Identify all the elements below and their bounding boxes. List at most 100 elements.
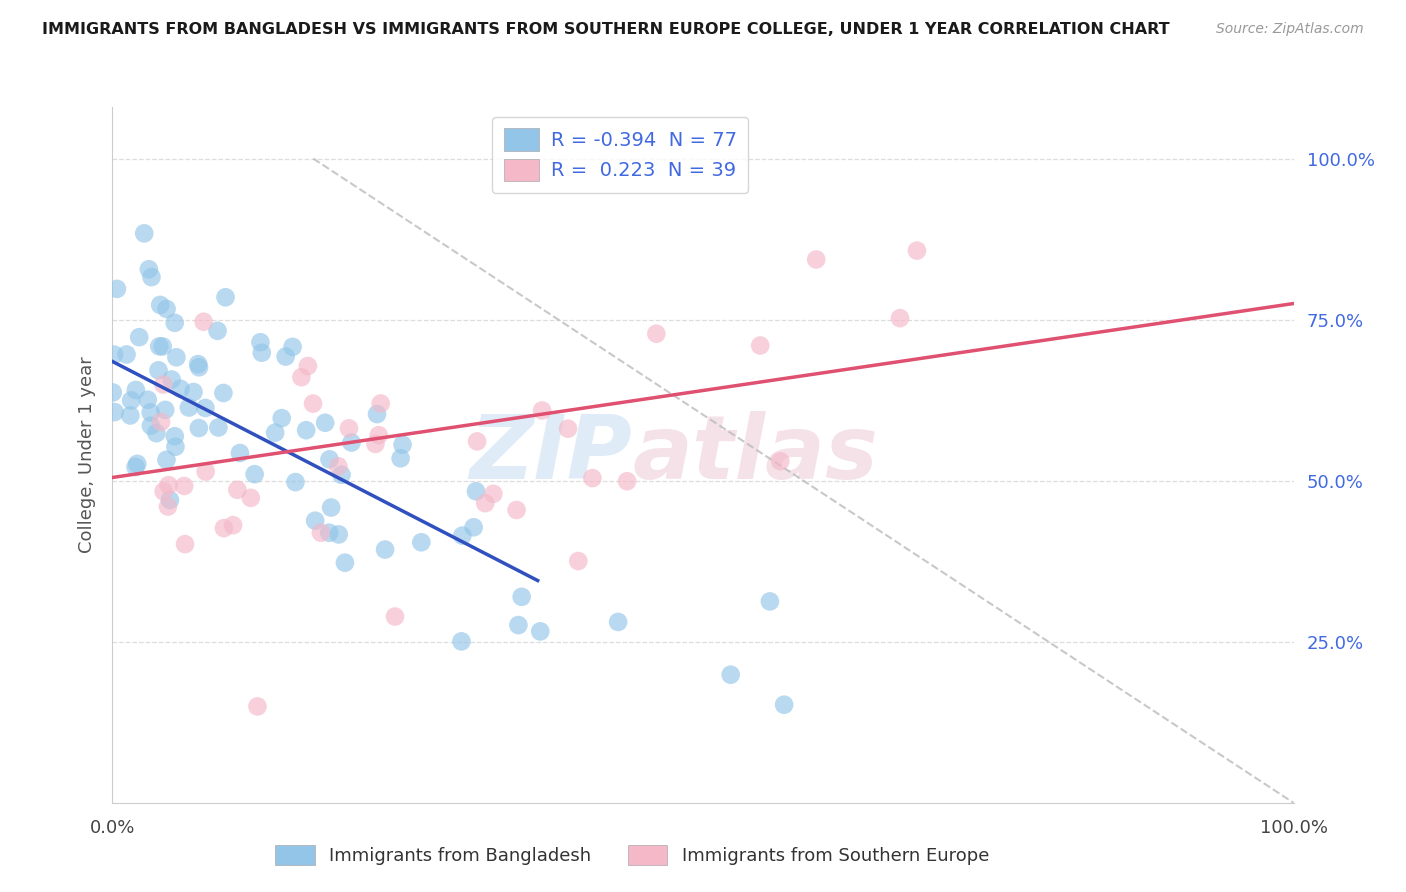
Point: [889, 311, 911, 326]
Point: [243, 467, 266, 482]
Point: [720, 667, 742, 681]
Point: [115, 347, 138, 361]
Point: [333, 556, 356, 570]
Point: [281, 340, 304, 354]
Point: [152, 484, 174, 499]
Point: [163, 429, 186, 443]
Point: [104, 405, 127, 419]
Point: [529, 624, 551, 639]
Point: [374, 542, 396, 557]
Point: [295, 423, 318, 437]
Point: [165, 351, 187, 365]
Point: [105, 282, 128, 296]
Point: [120, 409, 142, 423]
Point: [337, 421, 360, 435]
Point: [207, 324, 229, 338]
Point: [149, 298, 172, 312]
Point: [194, 465, 217, 479]
Text: Source: ZipAtlas.com: Source: ZipAtlas.com: [1216, 22, 1364, 37]
Point: [314, 416, 336, 430]
Point: [330, 467, 353, 482]
Point: [193, 315, 215, 329]
Point: [188, 360, 211, 375]
Point: [773, 698, 796, 712]
Point: [391, 438, 413, 452]
Point: [304, 514, 326, 528]
Point: [297, 359, 319, 373]
Point: [103, 347, 125, 361]
Point: [152, 377, 174, 392]
Point: [239, 491, 262, 505]
Point: [101, 385, 124, 400]
Point: [581, 471, 603, 485]
Point: [328, 459, 350, 474]
Point: [474, 496, 496, 510]
Point: [214, 290, 236, 304]
Point: [173, 479, 195, 493]
Point: [290, 370, 312, 384]
Y-axis label: College, Under 1 year: College, Under 1 year: [77, 357, 96, 553]
Point: [557, 422, 579, 436]
Point: [510, 590, 533, 604]
Point: [340, 435, 363, 450]
Point: [136, 392, 159, 407]
Point: [411, 535, 433, 549]
Point: [187, 421, 209, 435]
Point: [229, 446, 252, 460]
Point: [148, 339, 170, 353]
Point: [207, 420, 229, 434]
Point: [389, 451, 412, 466]
Point: [141, 270, 163, 285]
Point: [127, 457, 149, 471]
Point: [139, 405, 162, 419]
Point: [177, 401, 200, 415]
Point: [451, 528, 474, 542]
Point: [274, 350, 297, 364]
Point: [463, 520, 485, 534]
Point: [160, 372, 183, 386]
Point: [165, 440, 187, 454]
Point: [194, 401, 217, 415]
Point: [531, 403, 554, 417]
Point: [645, 326, 668, 341]
Point: [152, 339, 174, 353]
Point: [318, 452, 340, 467]
Point: [384, 609, 406, 624]
Point: [155, 301, 177, 316]
Point: [465, 484, 488, 499]
Point: [148, 363, 170, 377]
Point: [155, 403, 177, 417]
Point: [120, 393, 142, 408]
Point: [139, 418, 162, 433]
Point: [450, 634, 472, 648]
Point: [150, 415, 173, 429]
Point: [125, 383, 148, 397]
Point: [250, 345, 273, 359]
Point: [163, 316, 186, 330]
Point: [155, 452, 177, 467]
Point: [187, 357, 209, 371]
Point: [508, 618, 530, 632]
Point: [370, 396, 392, 410]
Point: [183, 384, 205, 399]
Point: [159, 493, 181, 508]
Point: [156, 500, 179, 514]
Point: [769, 454, 792, 468]
Point: [318, 525, 340, 540]
Point: [607, 615, 630, 629]
Point: [264, 425, 287, 440]
Point: [212, 521, 235, 535]
Point: [806, 252, 828, 267]
Point: [465, 434, 488, 449]
Point: [367, 428, 389, 442]
Point: [212, 386, 235, 401]
Point: [759, 594, 782, 608]
Point: [328, 527, 350, 541]
Point: [284, 475, 307, 489]
Point: [366, 407, 388, 421]
Point: [309, 525, 332, 540]
Point: [226, 483, 249, 497]
Point: [905, 244, 928, 258]
Point: [134, 227, 156, 241]
Point: [270, 411, 292, 425]
